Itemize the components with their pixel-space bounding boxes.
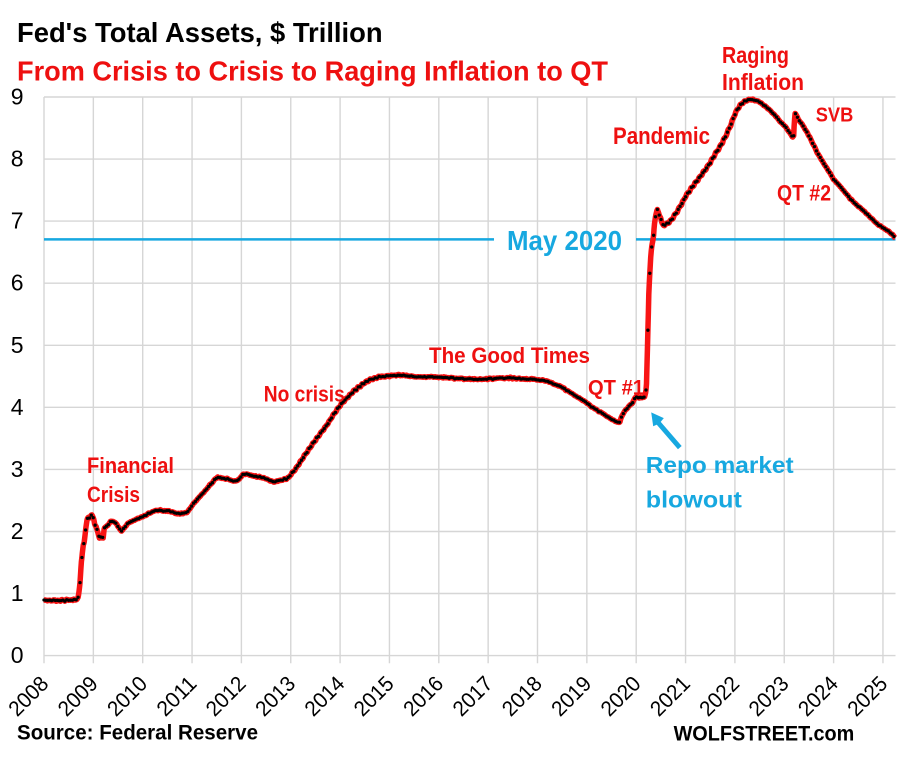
svg-text:9: 9	[11, 84, 24, 110]
svg-text:1: 1	[11, 580, 24, 606]
svg-text:6: 6	[11, 270, 24, 296]
svg-text:Repo market: Repo market	[646, 452, 794, 478]
svg-text:5: 5	[11, 332, 24, 358]
svg-text:4: 4	[11, 394, 24, 420]
svg-text:Crisis: Crisis	[87, 482, 140, 507]
svg-text:3: 3	[11, 456, 24, 482]
svg-text:0: 0	[11, 642, 24, 668]
svg-text:Source: Federal Reserve: Source: Federal Reserve	[17, 721, 258, 745]
svg-text:The Good Times: The Good Times	[429, 343, 590, 368]
svg-text:May 2020: May 2020	[507, 225, 622, 256]
svg-text:QT #1: QT #1	[588, 377, 644, 400]
svg-text:From Crisis to Crisis to Ragin: From Crisis to Crisis to Raging Inflatio…	[17, 56, 608, 87]
svg-text:Raging: Raging	[722, 42, 789, 68]
svg-text:Pandemic: Pandemic	[613, 123, 710, 150]
svg-text:SVB: SVB	[816, 104, 854, 126]
svg-text:2: 2	[11, 518, 24, 544]
svg-text:QT #2: QT #2	[777, 181, 831, 206]
svg-text:8: 8	[11, 146, 24, 172]
svg-text:blowout: blowout	[646, 486, 742, 512]
svg-text:Fed's Total Assets, $ Trillion: Fed's Total Assets, $ Trillion	[17, 17, 383, 48]
svg-text:7: 7	[11, 208, 24, 234]
svg-text:No crisis: No crisis	[264, 382, 345, 407]
svg-text:Financial: Financial	[87, 453, 174, 478]
svg-text:WOLFSTREET.com: WOLFSTREET.com	[674, 722, 855, 746]
svg-text:Inflation: Inflation	[722, 69, 804, 95]
